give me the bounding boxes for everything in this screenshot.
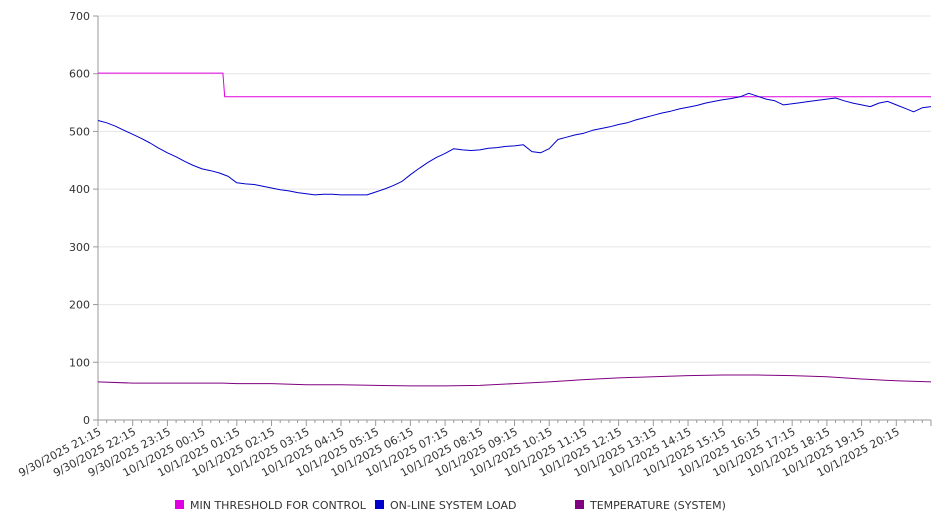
y-tick-label: 0 [83,414,90,427]
grid-lines [98,15,931,363]
series-line-1 [97,92,932,196]
legend-swatch [375,500,384,509]
legend-swatch [575,500,584,509]
series-lines [97,72,932,387]
legend-label: ON-LINE SYSTEM LOAD [390,499,516,512]
series-line-2 [97,374,932,387]
y-tick-label: 300 [69,241,90,254]
y-tick-label: 100 [69,356,90,369]
y-axis-ticks: 0 100 200 300 400 500 600 700 [69,10,98,427]
x-axis-ticks: 9/30/2025 21:159/30/2025 22:159/30/2025 … [16,420,932,480]
legend-label: TEMPERATURE (SYSTEM) [589,499,726,512]
y-tick-label: 400 [69,183,90,196]
legend-swatch [175,500,184,509]
legend-item-2[interactable]: TEMPERATURE (SYSTEM) [575,499,726,512]
legend: MIN THRESHOLD FOR CONTROL ON-LINE SYSTEM … [175,499,726,512]
legend-item-0[interactable]: MIN THRESHOLD FOR CONTROL [175,499,367,512]
y-tick-label: 500 [69,125,90,138]
y-tick-label: 600 [69,68,90,81]
y-tick-label: 200 [69,299,90,312]
series-line-0 [98,72,931,98]
y-tick-label: 700 [69,10,90,23]
legend-label: MIN THRESHOLD FOR CONTROL [190,499,367,512]
legend-item-1[interactable]: ON-LINE SYSTEM LOAD [375,499,516,512]
